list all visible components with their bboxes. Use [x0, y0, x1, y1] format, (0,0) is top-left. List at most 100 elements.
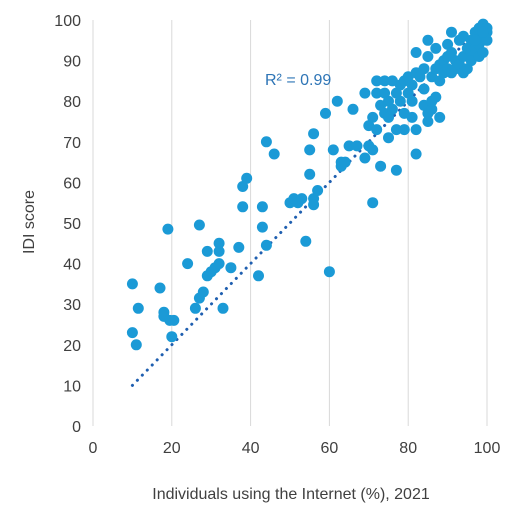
- data-point: [394, 95, 406, 107]
- data-point: [371, 87, 383, 99]
- data-point: [308, 128, 320, 140]
- data-point: [260, 239, 272, 251]
- data-point: [430, 91, 442, 103]
- data-point: [296, 193, 308, 205]
- data-point: [383, 132, 394, 144]
- data-point: [390, 164, 402, 176]
- data-point: [197, 286, 209, 298]
- data-point: [406, 95, 418, 107]
- data-point: [371, 124, 383, 136]
- y-axis-title: IDI score: [21, 190, 38, 254]
- data-point: [233, 241, 245, 253]
- data-point: [130, 339, 142, 351]
- data-point: [375, 160, 387, 172]
- data-point: [418, 63, 430, 75]
- data-point: [126, 278, 138, 290]
- data-point: [327, 144, 339, 156]
- data-point: [367, 111, 379, 123]
- data-point: [253, 270, 264, 282]
- data-point: [304, 168, 316, 180]
- x-tick-label: 60: [321, 440, 339, 457]
- data-point: [406, 111, 418, 123]
- data-point: [300, 235, 312, 247]
- data-point: [189, 302, 201, 314]
- data-point: [168, 314, 180, 326]
- data-point: [312, 185, 324, 196]
- data-point: [154, 282, 166, 294]
- y-axis-ticks: 0 10 20 30 40 50 60 70 80 90 100: [54, 13, 81, 436]
- y-tick-label: 90: [63, 54, 81, 71]
- data-point: [213, 258, 225, 270]
- data-point: [359, 152, 371, 164]
- data-point: [469, 34, 481, 46]
- data-point: [241, 172, 253, 184]
- data-point: [331, 95, 343, 107]
- data-point: [410, 47, 422, 58]
- data-point: [371, 75, 383, 87]
- data-point: [182, 258, 194, 270]
- data-point: [426, 103, 438, 115]
- data-point: [213, 237, 225, 249]
- x-axis-ticks: 0 20 40 60 80 100: [89, 440, 501, 457]
- x-axis-title: Individuals using the Internet (%), 2021: [152, 486, 430, 503]
- y-tick-label: 80: [63, 94, 81, 111]
- y-tick-label: 70: [63, 135, 81, 152]
- data-point: [359, 87, 371, 99]
- data-point: [225, 262, 237, 274]
- data-point: [343, 140, 355, 152]
- data-point: [132, 302, 144, 314]
- y-tick-label: 20: [63, 338, 81, 355]
- data-point: [410, 148, 422, 160]
- data-point: [422, 34, 434, 46]
- data-point: [446, 26, 457, 38]
- data-point: [398, 124, 410, 136]
- data-point: [237, 181, 249, 192]
- data-point: [406, 79, 418, 91]
- data-point: [339, 156, 351, 168]
- data-point: [237, 201, 249, 213]
- y-tick-label: 40: [63, 257, 81, 274]
- data-points: [126, 18, 493, 351]
- data-point: [477, 47, 489, 58]
- data-point: [256, 201, 268, 213]
- data-point: [477, 26, 489, 38]
- data-point: [434, 111, 446, 123]
- data-point: [268, 148, 280, 160]
- data-point: [217, 302, 229, 314]
- data-point: [304, 144, 316, 156]
- y-tick-label: 100: [54, 13, 81, 30]
- data-point: [422, 116, 434, 127]
- data-point: [367, 197, 379, 209]
- x-tick-label: 40: [242, 440, 260, 457]
- data-point: [162, 223, 174, 235]
- data-point: [390, 124, 402, 136]
- data-point: [213, 245, 225, 257]
- data-point: [386, 103, 398, 115]
- r-squared-annotation: R² = 0.99: [265, 72, 331, 89]
- data-point: [351, 140, 363, 152]
- data-point: [418, 83, 430, 95]
- data-point: [422, 51, 434, 62]
- x-tick-label: 0: [89, 440, 98, 457]
- data-point: [201, 245, 213, 257]
- data-point: [126, 327, 138, 339]
- data-point: [260, 136, 272, 148]
- data-point: [379, 75, 391, 87]
- data-point: [256, 221, 268, 233]
- data-point: [347, 103, 359, 115]
- y-tick-label: 50: [63, 216, 81, 233]
- y-tick-label: 30: [63, 297, 81, 314]
- x-tick-label: 80: [399, 440, 417, 457]
- x-tick-label: 100: [474, 440, 501, 457]
- data-point: [323, 266, 335, 278]
- y-tick-label: 0: [72, 419, 81, 436]
- y-tick-label: 60: [63, 175, 81, 192]
- data-point: [430, 42, 442, 54]
- x-tick-label: 20: [163, 440, 181, 457]
- data-point: [166, 331, 178, 343]
- data-point: [410, 124, 422, 136]
- y-tick-label: 10: [63, 378, 81, 395]
- data-point: [320, 107, 331, 119]
- data-point: [367, 144, 379, 156]
